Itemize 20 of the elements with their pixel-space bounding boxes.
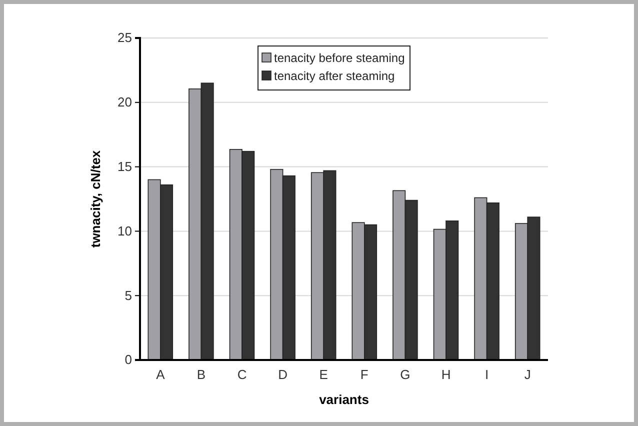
y-tick-label: 0 (124, 352, 132, 368)
legend-label: tenacity before steaming (274, 51, 405, 65)
x-tick-label: E (319, 367, 328, 382)
x-tick-label: G (400, 367, 410, 382)
legend-label: tenacity after steaming (274, 69, 395, 83)
y-tick-label: 25 (118, 30, 132, 46)
x-tick-label: A (156, 367, 166, 382)
y-tick-label: 15 (118, 158, 132, 174)
y-tick-label: 20 (118, 94, 132, 110)
x-tick-label: H (441, 367, 451, 382)
x-tick-label: J (524, 367, 531, 382)
x-tick-label: B (196, 367, 206, 382)
y-axis-title: twnacity, cN/tex (88, 150, 103, 248)
x-tick-label: D (278, 367, 288, 382)
y-tick-label: 5 (124, 288, 132, 303)
x-axis-title: variants (319, 392, 369, 407)
x-tick-label: I (484, 367, 489, 382)
x-tick-label: C (237, 367, 247, 382)
y-tick-label: 10 (118, 223, 132, 238)
x-tick-label: F (360, 367, 368, 382)
